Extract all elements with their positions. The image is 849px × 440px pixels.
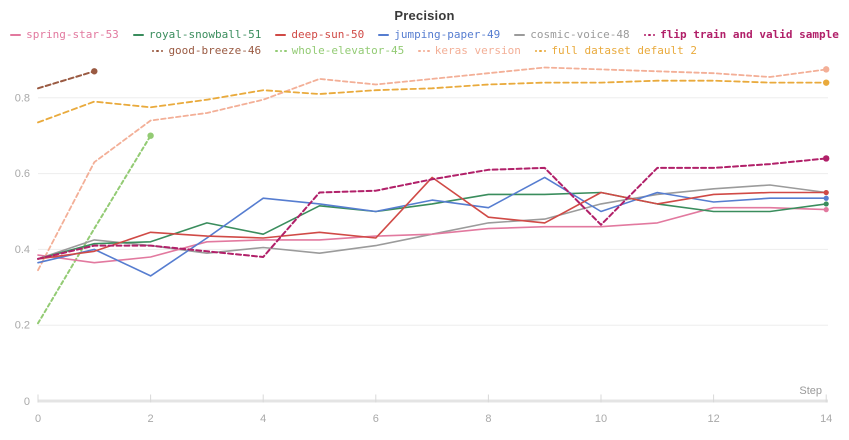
chart-header: Precision spring-star-53 royal-snowball-5… — [0, 0, 849, 59]
legend-label: whole-elevator-45 — [291, 44, 405, 57]
y-tick-label: 0 — [24, 396, 30, 408]
dashed-line-swatch-icon — [534, 49, 547, 53]
legend-label: keras version — [434, 44, 521, 57]
legend-item-jumping-paper-49[interactable]: jumping-paper-49 — [378, 27, 500, 43]
series-line-whole-elevator-45[interactable] — [37, 134, 152, 325]
legend-label: flip train and valid sample — [660, 28, 839, 41]
series-endpoint-good-breeze-46[interactable] — [91, 68, 98, 75]
series-line-jumping-paper-49[interactable] — [37, 176, 828, 277]
swatch-dot — [652, 33, 656, 37]
legend-row: spring-star-53 royal-snowball-51 deep-sun-… — [10, 27, 839, 43]
legend-item-royal-snowball-51[interactable]: royal-snowball-51 — [132, 27, 262, 43]
legend-item-flip-train-and-valid-sample[interactable]: flip train and valid sample — [643, 27, 839, 43]
solid-line-swatch-icon — [514, 34, 526, 36]
y-tick-label: 0.6 — [15, 168, 30, 180]
dashed-line-swatch-icon — [151, 49, 164, 53]
swatch-dot — [422, 49, 426, 53]
x-tick-label: 6 — [373, 413, 379, 425]
series-endpoint-keras-version[interactable] — [823, 66, 830, 73]
chart-title: Precision — [394, 8, 455, 23]
x-tick-label: 10 — [595, 413, 607, 425]
legend-label: good-breeze-46 — [168, 44, 262, 57]
legend: spring-star-53 royal-snowball-51 deep-sun-… — [0, 27, 849, 59]
x-axis-bar[interactable] — [38, 399, 828, 403]
swatch-dot — [543, 49, 547, 53]
legend-label: royal-snowball-51 — [148, 28, 262, 41]
legend-item-cosmic-voice-48[interactable]: cosmic-voice-48 — [514, 27, 630, 43]
series-endpoint-deep-sun-50[interactable] — [823, 189, 829, 196]
series-line-spring-star-53[interactable] — [37, 206, 828, 264]
dashed-line-swatch-icon — [643, 33, 656, 37]
x-tick-label: 12 — [707, 413, 719, 425]
dashed-line-swatch-icon — [418, 49, 430, 53]
solid-line-swatch-icon — [132, 34, 144, 36]
solid-line-swatch-icon — [378, 34, 390, 36]
x-tick-label: 0 — [35, 413, 41, 425]
series-endpoint-jumping-paper-49[interactable] — [823, 195, 829, 201]
swatch-dot — [284, 49, 287, 53]
legend-item-spring-star-53[interactable]: spring-star-53 — [10, 27, 119, 43]
legend-item-full-dataset-default-2[interactable]: full dataset default 2 — [534, 43, 698, 59]
y-tick-label: 0.2 — [15, 320, 30, 332]
series-line-royal-snowball-51[interactable] — [37, 191, 828, 260]
legend-row: good-breeze-46 whole-elevator-45 keras ver… — [151, 43, 698, 59]
x-tick-label: 4 — [260, 413, 266, 425]
swatch-dot — [539, 49, 542, 53]
y-tick-label: 0.8 — [15, 92, 30, 104]
series-line-full-dataset-default-2[interactable] — [37, 79, 828, 124]
swatch-dot — [648, 33, 651, 37]
solid-line-swatch-icon — [10, 34, 22, 36]
series-line-deep-sun-50[interactable] — [37, 176, 828, 260]
series-endpoint-royal-snowball-51[interactable] — [823, 201, 829, 207]
series-endpoint-full-dataset-default-2[interactable] — [823, 79, 830, 86]
legend-item-good-breeze-46[interactable]: good-breeze-46 — [151, 43, 262, 59]
x-tick-label: 14 — [820, 413, 832, 425]
swatch-dot — [534, 49, 538, 53]
x-tick-label: 8 — [485, 413, 491, 425]
swatch-dot — [156, 49, 159, 53]
series-line-good-breeze-46[interactable] — [37, 70, 96, 90]
y-tick-label: 0.4 — [15, 244, 30, 256]
x-axis-title: Step — [799, 385, 822, 397]
legend-label: deep-sun-50 — [291, 28, 365, 41]
series-line-keras-version[interactable] — [37, 66, 828, 272]
swatch-dot — [151, 49, 155, 53]
solid-line-swatch-icon — [275, 34, 287, 36]
series-endpoint-whole-elevator-45[interactable] — [147, 132, 154, 139]
swatch-dot — [643, 33, 647, 37]
swatch-dot — [418, 49, 421, 53]
series-endpoint-spring-star-53[interactable] — [823, 207, 829, 213]
series-line-flip-train-and-valid-sample[interactable] — [37, 157, 828, 260]
legend-label: full dataset default 2 — [551, 44, 698, 57]
swatch-dot — [160, 49, 164, 53]
legend-label: spring-star-53 — [26, 28, 119, 41]
legend-item-deep-sun-50[interactable]: deep-sun-50 — [275, 27, 364, 43]
legend-item-keras-version[interactable]: keras version — [418, 43, 521, 59]
swatch-dot — [279, 49, 283, 53]
dashed-line-swatch-icon — [275, 49, 287, 53]
legend-item-whole-elevator-45[interactable]: whole-elevator-45 — [275, 43, 404, 59]
legend-label: jumping-paper-49 — [394, 28, 501, 41]
swatch-dot — [275, 49, 278, 53]
legend-label: cosmic-voice-48 — [530, 28, 630, 41]
series-endpoint-flip-train-and-valid-sample[interactable] — [823, 155, 830, 162]
swatch-dot — [427, 49, 430, 53]
x-tick-label: 2 — [148, 413, 154, 425]
